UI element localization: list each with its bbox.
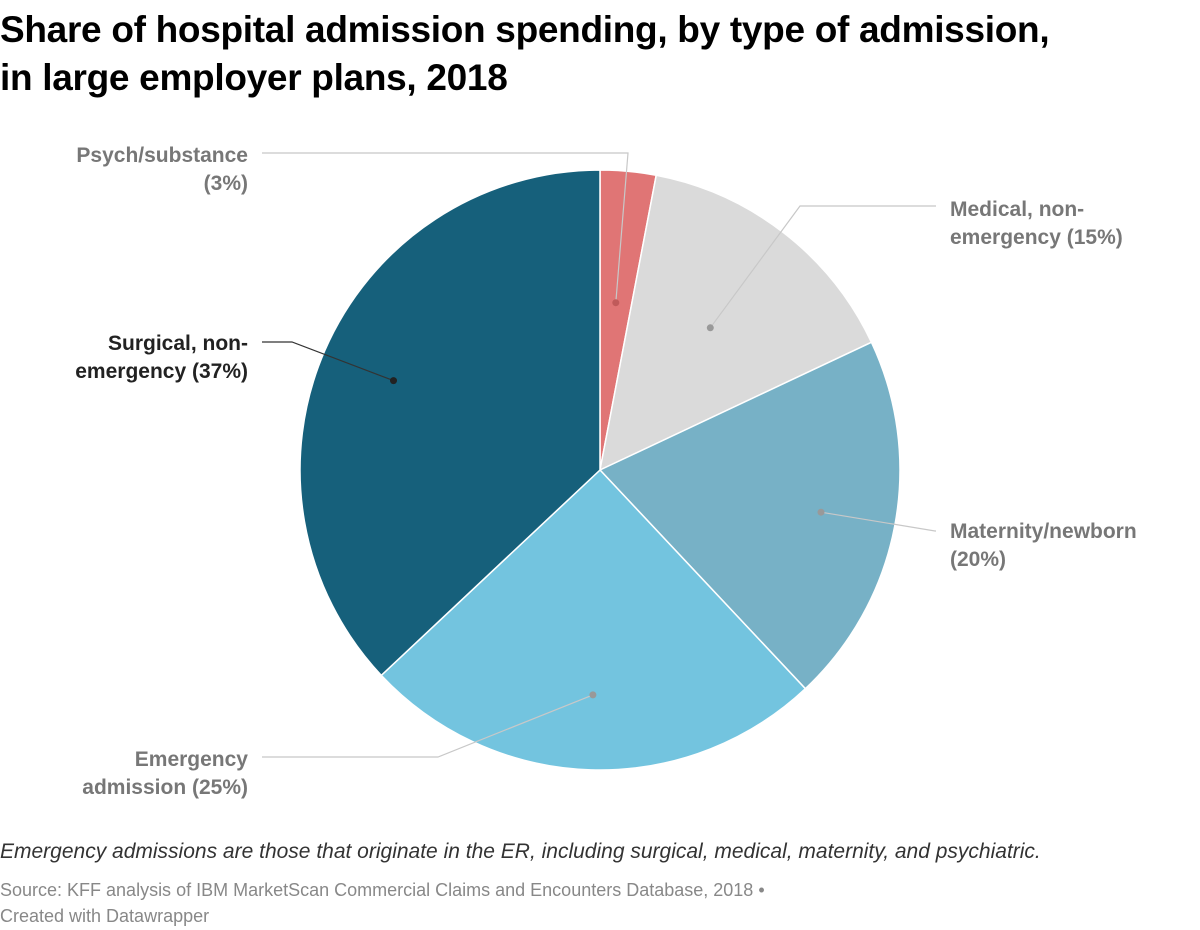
pie-slice-maternity: [598, 341, 901, 690]
leader-dot-medical: [706, 324, 714, 332]
pie-chart: Psych/substance (3%) Medical, non-emergenc…: [75, 144, 1136, 799]
source-text: Source: KFF analysis of IBM MarketScan C…: [0, 880, 765, 900]
leader-dot-emergency: [589, 691, 597, 699]
leader-line-medical: [709, 205, 936, 329]
slice-label-line: (20%): [950, 548, 1006, 571]
chart-notes: Emergency admissions are those that orig…: [0, 840, 1041, 863]
leader-line-surgical: [262, 341, 394, 382]
label-leaders: [262, 152, 936, 758]
pie-slice-emergency: [380, 468, 807, 771]
slice-label-line: admission (25%): [82, 776, 248, 799]
slice-label-medical: Medical, non-emergency (15%): [950, 198, 1123, 249]
pie-slice-surgical: [299, 169, 601, 677]
pie-slices: [299, 169, 901, 771]
chart-title-line-1: Share of hospital admission spending, by…: [0, 9, 1050, 50]
slice-label-emergency: Emergency admission (25%): [82, 748, 248, 799]
leader-dot-maternity: [817, 508, 825, 516]
slice-label-surgical: Surgical, non-emergency (37%): [75, 332, 248, 383]
slice-label-line: Maternity/newborn: [950, 520, 1137, 543]
credit-text: Created with Datawrapper: [0, 906, 210, 926]
chart-source: Source: KFF analysis of IBM MarketScan C…: [0, 877, 765, 929]
slice-label-line: Emergency: [135, 748, 249, 771]
slice-label-maternity: Maternity/newborn (20%): [950, 520, 1137, 571]
leader-dot-surgical: [390, 377, 397, 385]
slice-label-line: (3%): [204, 172, 248, 195]
slice-labels: Psych/substance (3%) Medical, non-emergenc…: [75, 144, 1136, 799]
leader-dot-psych: [612, 299, 620, 307]
leader-line-maternity: [820, 511, 936, 532]
leader-line-psych: [262, 152, 629, 303]
chart-title: Share of hospital admission spending, by…: [0, 6, 1195, 102]
slice-label-line: Psych/substance: [76, 144, 248, 167]
pie-slice-medical: [598, 174, 873, 472]
slice-label-line: emergency (37%): [75, 360, 248, 383]
leader-line-emergency: [262, 694, 594, 758]
slice-label-line: Surgical, non-: [108, 332, 248, 355]
slice-label-psych: Psych/substance (3%): [76, 144, 248, 195]
slice-label-line: emergency (15%): [950, 226, 1123, 249]
slice-label-line: Medical, non-: [950, 198, 1084, 221]
chart-title-line-2: in large employer plans, 2018: [0, 57, 508, 98]
